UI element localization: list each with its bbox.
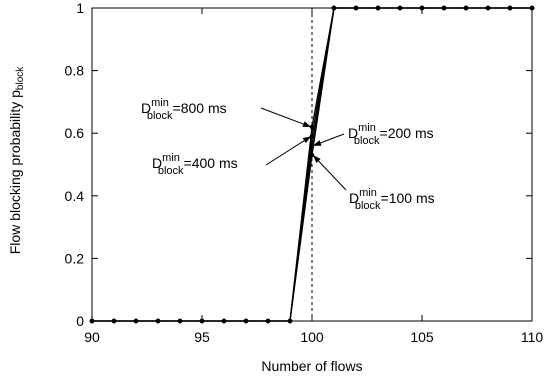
annotation-sub: block <box>147 110 173 122</box>
annotation-arrowhead <box>313 140 322 146</box>
plot-frame <box>91 7 533 322</box>
annotation-label: Dmin block=400 ms <box>152 152 238 177</box>
annotation-value: =100 ms <box>381 190 435 206</box>
annotation-base: D <box>348 125 358 141</box>
annotation-arrow <box>260 107 312 128</box>
annotation-0: Dmin block=800 ms <box>141 97 312 128</box>
annotation-sup: min <box>162 152 180 164</box>
annotation-3: Dmin block=100 ms <box>312 154 435 212</box>
annotation-arrowhead <box>302 121 311 127</box>
x-tick-label: 100 <box>300 329 324 345</box>
x-tick-label: 105 <box>410 329 434 345</box>
annotation-sup: min <box>358 122 376 134</box>
y-axis-label-main: Flow blocking probability p <box>7 90 23 254</box>
y-tick-label: 0.6 <box>65 125 85 141</box>
annotation-sub: block <box>158 165 184 177</box>
x-tick-label: 95 <box>194 329 210 345</box>
annotation-arrow <box>265 135 312 166</box>
y-tick-label: 0.8 <box>65 63 85 79</box>
annotation-sub: block <box>354 135 380 147</box>
annotation-sub: block <box>355 200 381 212</box>
y-tick-label: 1 <box>76 0 84 16</box>
x-tick-label: 90 <box>84 329 100 345</box>
annotation-base: D <box>349 190 359 206</box>
annotation-sup: min <box>151 97 169 109</box>
annotation-base: D <box>152 155 162 171</box>
annotation-base: D <box>141 100 151 116</box>
y-tick-label: 0 <box>76 313 84 329</box>
y-tick-label: 0.4 <box>65 188 85 204</box>
annotation-label: Dmin block=200 ms <box>348 122 434 147</box>
axis-ticks: 90 95 100 105 110 0 0.2 0.4 0.6 0.8 1 <box>65 0 544 345</box>
annotation-value: =200 ms <box>380 125 434 141</box>
x-axis-label: Number of flows <box>261 358 362 374</box>
y-axis-label: Flow blocking probability pblock <box>7 66 26 255</box>
annotation-value: =400 ms <box>184 155 238 171</box>
annotation-1: Dmin block=400 ms <box>152 135 312 177</box>
annotation-arrowhead <box>302 136 311 144</box>
annotation-2: Dmin block=200 ms <box>312 122 434 147</box>
x-tick-label: 110 <box>521 329 544 345</box>
y-tick-label: 0.2 <box>65 250 85 266</box>
annotation-value: =800 ms <box>173 100 227 116</box>
annotation-arrow <box>312 154 347 191</box>
data-point <box>309 152 315 158</box>
annotation-label: Dmin block=100 ms <box>349 187 435 212</box>
annotation-sup: min <box>359 187 377 199</box>
annotation-arrowhead <box>313 155 321 163</box>
y-axis-label-sub: block <box>15 66 26 90</box>
annotation-label: Dmin block=800 ms <box>141 97 227 122</box>
